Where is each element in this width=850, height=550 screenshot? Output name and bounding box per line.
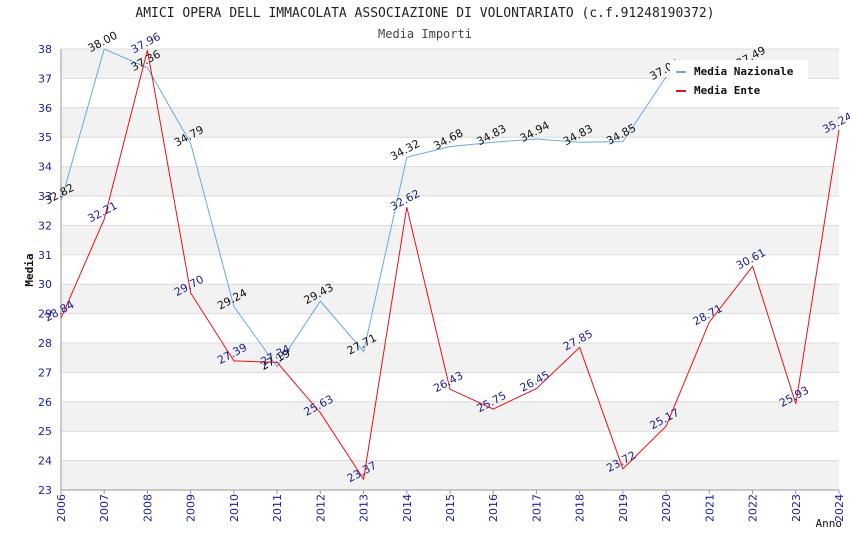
grid-band xyxy=(61,460,839,490)
x-tick-label: 2024 xyxy=(833,494,846,522)
grid-band xyxy=(61,196,839,226)
grid-band xyxy=(61,313,839,343)
y-tick-label: 30 xyxy=(38,278,52,291)
legend-swatch-media-ente xyxy=(676,90,686,92)
x-tick-label: 2012 xyxy=(314,494,327,522)
x-tick-label: 2011 xyxy=(271,494,284,522)
grid-band xyxy=(61,107,839,138)
grid-band xyxy=(61,225,839,255)
y-tick-label: 34 xyxy=(38,161,52,174)
x-tick-label: 2013 xyxy=(358,494,371,522)
y-tick-label: 31 xyxy=(38,249,52,262)
grid-band xyxy=(61,284,839,314)
grid-band xyxy=(61,401,839,432)
y-tick-label: 29 xyxy=(38,308,52,321)
series-line-media-nazionale xyxy=(60,48,667,368)
x-tick-label: 2009 xyxy=(185,494,198,522)
x-axis-label: Anno xyxy=(816,517,843,530)
chart-title: AMICI OPERA DELL IMMACOLATA ASSOCIAZIONE… xyxy=(135,6,715,21)
grid-band xyxy=(61,166,839,196)
grid-band xyxy=(61,343,839,373)
legend-label: Media Ente xyxy=(694,84,761,97)
legend-swatch-media-nazionale xyxy=(676,71,686,73)
y-tick-label: 25 xyxy=(38,425,52,438)
chart-subtitle: Media Importi xyxy=(378,27,472,41)
y-axis-label: Media xyxy=(23,253,36,286)
y-tick-label: 26 xyxy=(38,396,52,409)
x-tick-label: 2007 xyxy=(98,494,111,522)
y-tick-label: 33 xyxy=(38,190,52,203)
y-tick-label: 27 xyxy=(38,366,52,379)
y-tick-label: 36 xyxy=(38,102,52,115)
series-line-media-ente xyxy=(60,50,840,481)
y-tick-label: 23 xyxy=(38,484,52,497)
y-tick-label: 32 xyxy=(38,219,52,232)
legend-item-media-ente: Media Ente xyxy=(676,84,760,98)
x-tick-label: 2010 xyxy=(228,494,241,522)
y-tick-label: 38 xyxy=(38,43,52,56)
legend-label: Media Nazionale xyxy=(694,65,794,78)
grid-band xyxy=(61,137,839,167)
x-tick-label: 2021 xyxy=(703,494,716,522)
legend: Media Nazionale Media Ente xyxy=(670,60,808,100)
x-tick-label: 2006 xyxy=(55,494,68,522)
x-tick-label: 2016 xyxy=(487,494,500,522)
y-tick-label: 28 xyxy=(38,337,52,350)
y-tick-label: 24 xyxy=(38,455,52,468)
x-tick-label: 2008 xyxy=(141,494,154,522)
x-tick-label: 2018 xyxy=(574,494,587,522)
grid-band xyxy=(61,431,839,461)
x-tick-label: 2017 xyxy=(530,494,543,522)
x-tick-label: 2014 xyxy=(401,494,414,522)
grid-band xyxy=(61,254,839,285)
x-tick-label: 2015 xyxy=(444,494,457,522)
y-tick-label: 37 xyxy=(38,72,52,85)
y-tick-label: 35 xyxy=(38,131,52,144)
legend-item-media-nazionale: Media Nazionale xyxy=(676,65,793,79)
x-tick-label: 2020 xyxy=(660,494,673,522)
x-tick-label: 2019 xyxy=(617,494,630,522)
x-tick-label: 2022 xyxy=(747,494,760,522)
x-tick-label: 2023 xyxy=(790,494,803,522)
